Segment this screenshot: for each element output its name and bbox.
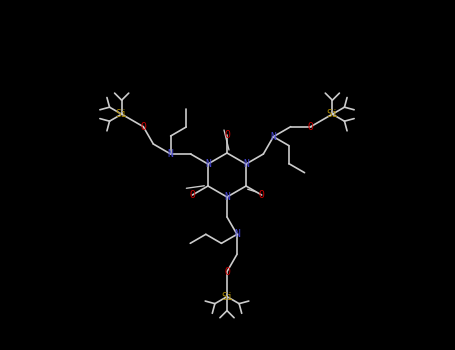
Text: O: O [259, 190, 264, 200]
Text: O: O [189, 190, 195, 200]
Text: N: N [224, 192, 230, 202]
Text: Si: Si [327, 109, 338, 119]
Text: O: O [224, 130, 230, 140]
Text: O: O [141, 122, 146, 132]
Text: N: N [243, 159, 249, 169]
Text: N: N [205, 159, 211, 169]
Text: N: N [168, 149, 173, 159]
Text: N: N [234, 229, 240, 239]
Text: N: N [270, 132, 276, 142]
Text: O: O [224, 267, 230, 276]
Text: Si: Si [116, 109, 127, 119]
Text: Si: Si [221, 292, 233, 302]
Text: O: O [308, 122, 313, 132]
